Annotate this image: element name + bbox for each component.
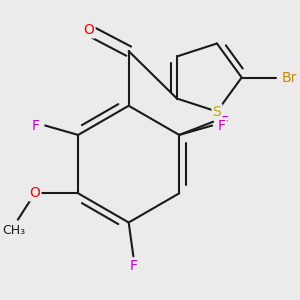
- Text: O: O: [84, 23, 94, 38]
- Text: S: S: [213, 104, 221, 118]
- Text: O: O: [29, 186, 40, 200]
- Text: F: F: [218, 118, 226, 133]
- Text: F: F: [220, 115, 228, 129]
- Text: Br: Br: [282, 70, 297, 85]
- Text: CH₃: CH₃: [2, 224, 26, 238]
- Text: F: F: [32, 118, 40, 133]
- Text: F: F: [129, 259, 137, 273]
